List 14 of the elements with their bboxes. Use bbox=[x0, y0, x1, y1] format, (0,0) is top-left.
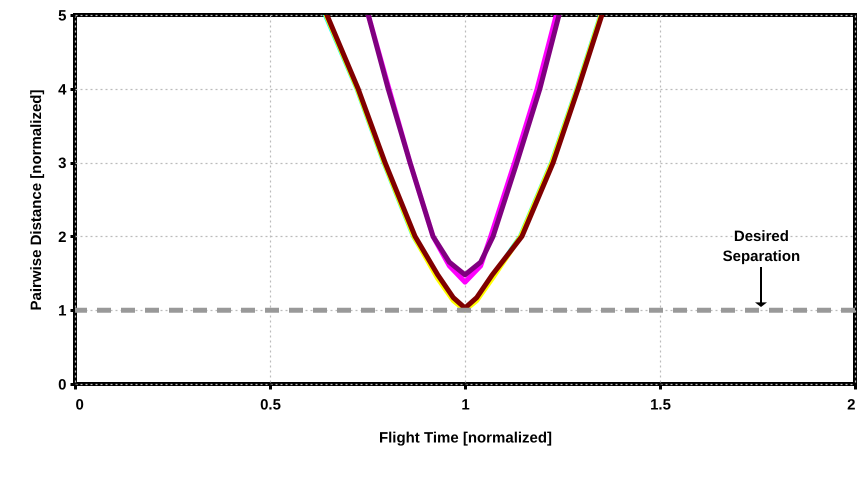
y-tick-label: 0 bbox=[58, 376, 66, 394]
y-tick-label: 4 bbox=[58, 81, 68, 98]
y-tick-label: 5 bbox=[58, 8, 66, 24]
x-axis-title: Flight Time [normalized] bbox=[378, 430, 552, 446]
x-tick-label: 0.5 bbox=[260, 396, 281, 414]
y-tick-label: 1 bbox=[58, 302, 66, 320]
ref-line-label: Desired Separation bbox=[722, 228, 800, 266]
x-tick-label: 1 bbox=[461, 396, 470, 414]
x-tick-label: 2 bbox=[847, 396, 856, 414]
x-tick-label: 0 bbox=[76, 396, 84, 414]
y-axis-title: Pairwise Distance [normalized] bbox=[28, 90, 46, 310]
y-tick-label: 2 bbox=[58, 228, 66, 246]
y-tick-label: 3 bbox=[58, 155, 66, 172]
x-tick-label: 1.5 bbox=[650, 396, 671, 414]
